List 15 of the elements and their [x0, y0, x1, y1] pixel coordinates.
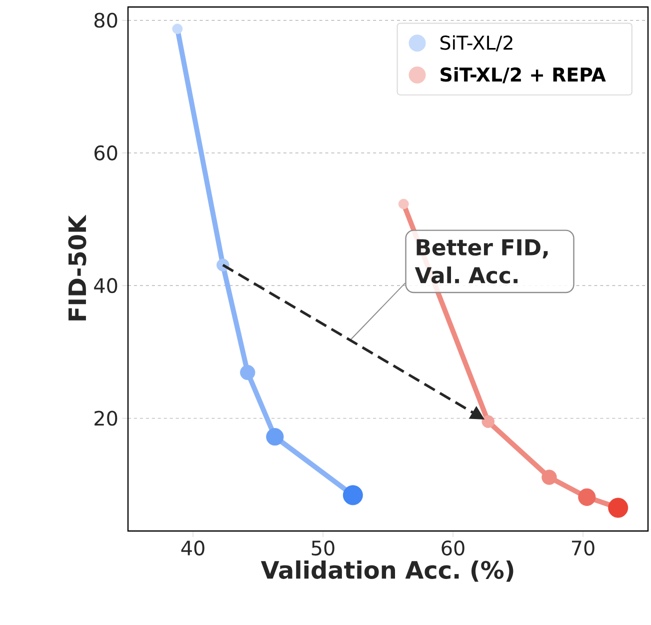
y-tick-label: 40 [94, 278, 118, 294]
point [542, 470, 557, 485]
legend-label: SiT-XL/2 [440, 35, 512, 52]
y-tick-label: 20 [94, 410, 118, 426]
x-tick-label: 50 [312, 540, 334, 556]
x-tick-label: 70 [572, 540, 594, 556]
x-tick-label: 60 [442, 540, 464, 556]
annotation: Better FID, Val. Acc. [414, 239, 548, 284]
legend-label: SiT-XL/2 + REPA [440, 67, 606, 84]
x-tick-label: 40 [181, 540, 204, 556]
y-tick-label: 80 [94, 12, 118, 28]
y-axis-title: FID-50K [68, 214, 86, 320]
point [240, 364, 256, 380]
y-tick-label: 60 [94, 145, 118, 160]
x-axis-title: Validation Acc. (%) [260, 560, 514, 582]
